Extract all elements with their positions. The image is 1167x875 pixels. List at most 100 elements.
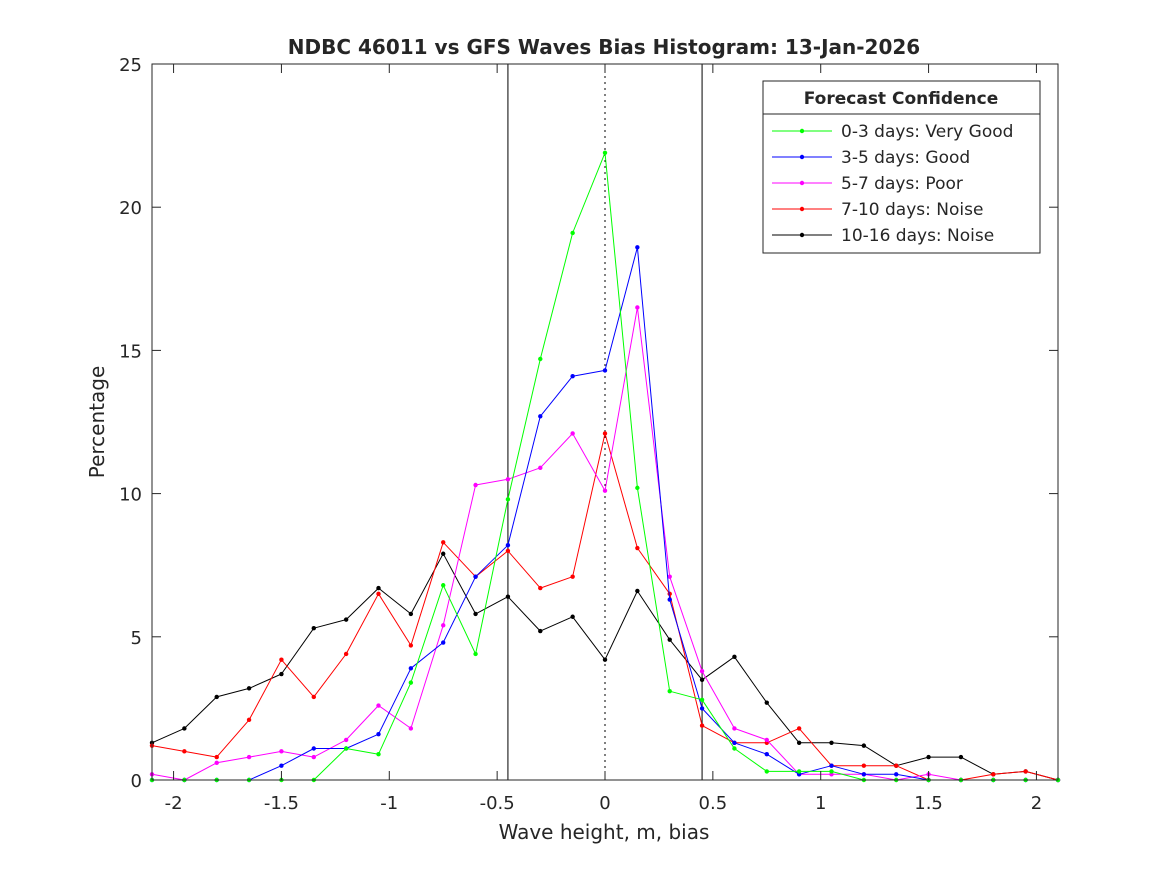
data-point (699, 677, 705, 682)
data-point (408, 611, 414, 617)
data-point (699, 668, 705, 674)
data-point (246, 754, 252, 760)
data-point (441, 640, 446, 645)
x-tick-label: 2 (1031, 793, 1042, 814)
data-point (732, 654, 737, 660)
y-tick-label: 15 (119, 341, 142, 362)
data-point (732, 726, 737, 731)
data-point (343, 651, 349, 657)
legend-marker (799, 128, 805, 134)
data-point (473, 482, 478, 488)
data-point (246, 717, 252, 723)
legend-item: 10-16 days: Noise (772, 226, 994, 246)
x-tick-label: -2 (165, 793, 183, 814)
x-axis: -2 -1.5 -1 -0.5 0 0.5 1 1.5 2 (165, 64, 1042, 814)
data-point (505, 594, 511, 599)
data-point (279, 763, 284, 768)
data-point (635, 545, 640, 551)
data-point (343, 737, 349, 743)
data-point (311, 694, 316, 700)
y-tick-label: 10 (119, 485, 142, 506)
legend-label: 0-3 days: Very Good (841, 122, 1013, 142)
legend-item: 7-10 days: Noise (772, 200, 983, 220)
data-point (926, 754, 931, 760)
data-point (861, 763, 867, 768)
data-point (473, 611, 478, 617)
y-axis-label: Percentage (85, 366, 109, 479)
data-point (343, 746, 349, 751)
x-tick-label: 1.5 (914, 793, 943, 814)
x-axis-label: Wave height, m, bias (499, 820, 710, 844)
data-point (408, 643, 414, 648)
data-point (505, 477, 511, 482)
data-point (473, 574, 478, 579)
data-point (829, 740, 834, 745)
data-point (408, 666, 414, 671)
data-point (538, 465, 543, 471)
series-5 (149, 551, 1061, 783)
data-point (764, 769, 769, 774)
data-point (635, 245, 640, 250)
data-point (441, 540, 446, 545)
data-point (764, 700, 769, 705)
data-point (311, 746, 316, 751)
data-point (538, 628, 543, 634)
data-point (699, 697, 705, 703)
x-tick-label: -0.5 (480, 793, 515, 814)
data-point (894, 763, 899, 768)
data-point (732, 740, 737, 745)
data-point (408, 726, 414, 731)
data-point (505, 542, 511, 548)
data-point (829, 763, 834, 768)
y-axis: 0 5 10 15 20 25 (119, 55, 1058, 792)
data-point (602, 431, 608, 436)
data-point (667, 597, 672, 602)
x-tick-label: -1.5 (264, 793, 299, 814)
data-point (602, 368, 608, 373)
data-point (376, 703, 381, 708)
x-tick-label: 0 (599, 793, 610, 814)
data-point (570, 431, 575, 436)
data-point (667, 689, 672, 694)
data-point (635, 588, 640, 594)
data-point (1023, 769, 1028, 774)
x-tick-label: -1 (380, 793, 398, 814)
data-point (667, 637, 672, 642)
legend-marker (799, 232, 805, 238)
legend-label: 5-7 days: Poor (841, 174, 963, 194)
y-tick-label: 0 (131, 771, 142, 792)
data-point (764, 752, 769, 757)
y-tick-label: 25 (119, 55, 142, 76)
data-point (505, 497, 511, 502)
data-point (214, 760, 219, 766)
data-point (279, 657, 284, 662)
legend-item: 0-3 days: Very Good (772, 122, 1013, 142)
reference-lines (507, 64, 703, 780)
legend-box (762, 80, 1041, 254)
chart-title: NDBC 46011 vs GFS Waves Bias Histogram: … (288, 35, 920, 59)
data-point (667, 574, 672, 579)
data-point (246, 686, 252, 691)
data-point (796, 769, 802, 774)
data-point (538, 356, 543, 362)
data-point (279, 749, 284, 754)
data-point (376, 731, 381, 737)
series-3 (149, 305, 1061, 783)
data-point (441, 551, 446, 556)
data-point (602, 488, 608, 493)
data-point (602, 657, 608, 662)
data-point (958, 754, 964, 760)
data-point (796, 740, 802, 745)
data-point (311, 754, 316, 760)
legend-item: 3-5 days: Good (772, 148, 970, 168)
data-point (570, 373, 575, 379)
legend-marker (799, 154, 805, 160)
data-point (538, 585, 543, 591)
legend-item: 5-7 days: Poor (772, 174, 963, 194)
y-tick-label: 5 (131, 628, 142, 649)
data-point (376, 591, 381, 597)
data-point (732, 746, 737, 751)
data-point (699, 706, 705, 711)
data-point (376, 585, 381, 591)
